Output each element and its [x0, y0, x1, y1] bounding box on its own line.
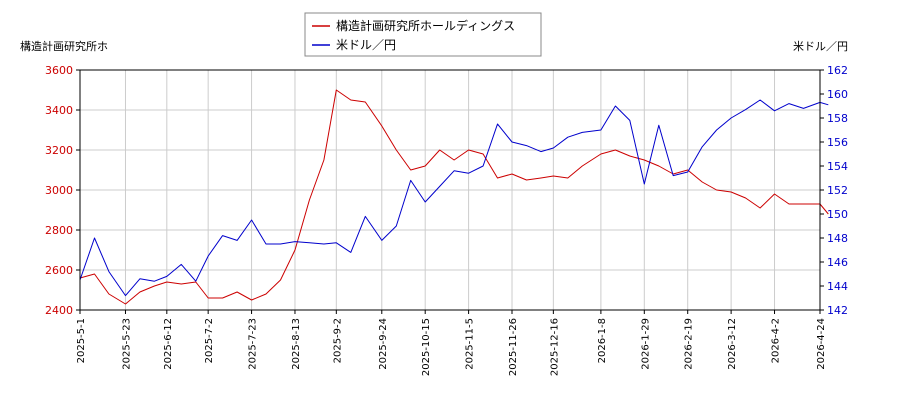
left-tick-label-5: 3400 — [45, 104, 73, 117]
right-tick-label-4: 150 — [827, 208, 848, 221]
right-tick-label-5: 152 — [827, 184, 848, 197]
left-tick-label-0: 2400 — [45, 304, 73, 317]
right-tick-label-8: 158 — [827, 112, 848, 125]
x-tick-label-1: 2025-5-23 — [121, 318, 132, 370]
right-tick-label-3: 148 — [827, 232, 848, 245]
x-tick-label-3: 2025-7-2 — [204, 318, 215, 363]
left-tick-label-3: 3000 — [45, 184, 73, 197]
x-tick-label-11: 2025-12-16 — [549, 318, 560, 376]
right-axis-title: 米ドル／円 — [793, 40, 848, 53]
right-tick-label-7: 156 — [827, 136, 848, 149]
legend-label-stock: 構造計画研究所ホールディングス — [336, 18, 515, 33]
x-tick-label-4: 2025-7-23 — [248, 318, 259, 370]
x-tick-label-16: 2026-4-2 — [771, 318, 782, 363]
right-tick-label-0: 142 — [827, 304, 848, 317]
right-tick-label-9: 160 — [827, 88, 848, 101]
legend-box — [304, 12, 542, 57]
left-tick-label-2: 2800 — [45, 224, 73, 237]
right-tick-label-6: 154 — [827, 160, 848, 173]
right-tick-label-2: 146 — [827, 256, 848, 269]
x-tick-label-6: 2025-9-2 — [332, 318, 343, 363]
stock-price-line — [79, 89, 829, 305]
right-tick-label-10: 162 — [827, 64, 848, 77]
left-tick-label-1: 2600 — [45, 264, 73, 277]
x-tick-label-5: 2025-8-13 — [291, 318, 302, 370]
series-layer — [79, 89, 829, 305]
x-tick-label-12: 2026-1-8 — [597, 318, 608, 363]
axis-layer: 2400 2600 2800 3000 3200 3400 3600 142 144 146 148… — [45, 64, 848, 376]
x-tick-label-14: 2026-2-19 — [684, 318, 695, 370]
left-axis-title: 構造計画研究所ホ — [20, 39, 108, 53]
x-tick-label-15: 2026-3-12 — [727, 318, 738, 370]
left-tick-label-6: 3600 — [45, 64, 73, 77]
x-tick-label-9: 2025-11-5 — [465, 318, 476, 370]
left-tick-label-4: 3200 — [45, 144, 73, 157]
x-tick-label-10: 2025-11-26 — [508, 318, 519, 376]
x-tick-label-17: 2026-4-24 — [816, 318, 827, 370]
x-tick-label-7: 2025-9-24 — [378, 318, 389, 370]
right-tick-label-1: 144 — [827, 280, 848, 293]
x-tick-label-0: 2025-5-1 — [76, 318, 87, 363]
legend: 構造計画研究所ホールディングス 米ドル／円 — [304, 12, 542, 57]
usd-jpy-line — [79, 99, 829, 297]
legend-label-fx: 米ドル／円 — [336, 38, 396, 52]
x-tick-label-13: 2026-1-29 — [640, 318, 651, 370]
x-tick-label-8: 2025-10-15 — [421, 318, 432, 376]
grid-layer — [79, 69, 821, 311]
x-tick-label-2: 2025-6-12 — [163, 318, 174, 370]
